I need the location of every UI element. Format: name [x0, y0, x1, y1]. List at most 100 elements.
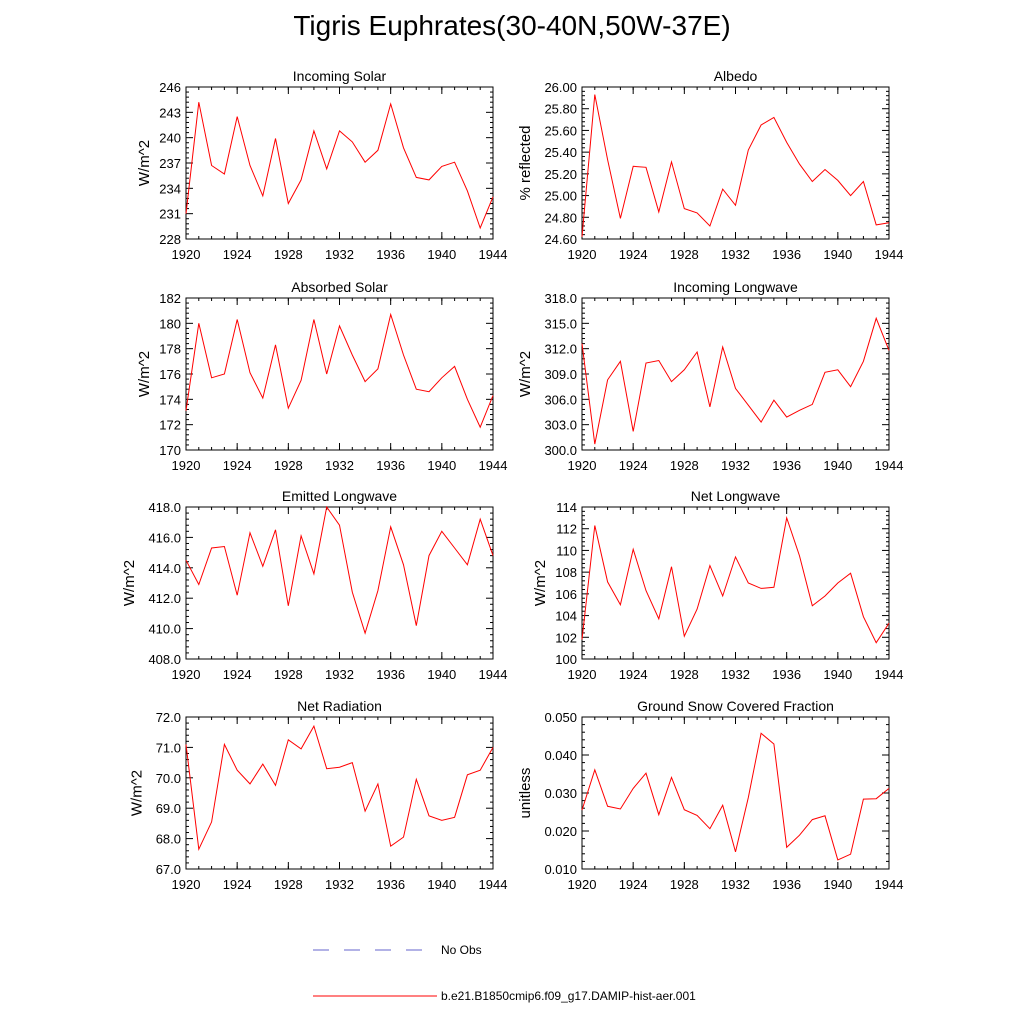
x-tick-label: 1944	[479, 458, 508, 473]
x-tick-label: 1932	[721, 458, 750, 473]
panel-title: Incoming Solar	[293, 68, 387, 84]
x-tick-label: 1920	[172, 877, 201, 892]
x-tick-label: 1928	[274, 247, 303, 262]
x-tick-label: 1940	[427, 667, 456, 682]
y-tick-label: 414.0	[148, 561, 181, 576]
y-tick-label: 180	[159, 316, 181, 331]
y-tick-label: 174	[159, 392, 181, 407]
chart-panel: Net Longwave 1920 1924 1928 1932 1936 1940 1944…	[532, 488, 904, 682]
series-line	[185, 102, 494, 230]
y-tick-label: 412.0	[148, 591, 181, 606]
x-tick-label: 1928	[274, 877, 303, 892]
chart-panel: Emitted Longwave 1920 1924 1928 1932 1936 1940…	[121, 488, 507, 682]
x-tick-label: 1920	[568, 877, 597, 892]
x-tick-label: 1932	[721, 877, 750, 892]
y-tick-label: 306.0	[544, 392, 577, 407]
x-tick-label: 1932	[325, 458, 354, 473]
y-tick-label: 0.050	[544, 710, 577, 725]
y-tick-label: 25.00	[544, 189, 577, 204]
y-axis-label: W/m^2	[532, 560, 549, 606]
chart-panel: Net Radiation 1920 1924 1928 1932 1936 1940 194…	[128, 698, 507, 892]
x-tick-label: 1932	[325, 247, 354, 262]
panel-title: Emitted Longwave	[282, 488, 397, 504]
y-tick-label: 25.20	[544, 167, 577, 182]
panel-title: Ground Snow Covered Fraction	[637, 698, 834, 714]
y-tick-label: 315.0	[544, 316, 577, 331]
x-tick-label: 1932	[325, 877, 354, 892]
y-tick-label: 69.0	[156, 801, 181, 816]
y-tick-label: 106	[555, 587, 577, 602]
plot-frame	[185, 86, 494, 240]
y-axis-label: W/m^2	[136, 351, 153, 397]
y-tick-label: 237	[159, 156, 181, 171]
x-tick-label: 1940	[823, 247, 852, 262]
plot-frame	[581, 716, 890, 870]
x-tick-label: 1924	[223, 458, 252, 473]
x-tick-label: 1920	[172, 667, 201, 682]
y-tick-label: 72.0	[156, 710, 181, 725]
x-tick-label: 1936	[772, 877, 801, 892]
y-axis-label: W/m^2	[128, 770, 145, 816]
x-tick-label: 1920	[568, 458, 597, 473]
plot-frame	[185, 716, 494, 870]
x-tick-label: 1928	[670, 877, 699, 892]
y-tick-label: 67.0	[156, 862, 181, 877]
figure-title: Tigris Euphrates(30-40N,50W-37E)	[293, 10, 731, 41]
y-tick-label: 70.0	[156, 771, 181, 786]
chart-panel: Albedo 1920 1924 1928 1932 1936 1940 1944 24.60 2…	[517, 68, 903, 262]
x-tick-label: 1936	[376, 667, 405, 682]
y-tick-label: 408.0	[148, 652, 181, 667]
y-tick-label: 243	[159, 105, 181, 120]
x-tick-label: 1924	[619, 458, 648, 473]
plot-frame	[581, 297, 890, 451]
y-axis-label: W/m^2	[136, 140, 153, 186]
chart-panel: Ground Snow Covered Fraction 1920 1924 1928…	[517, 698, 903, 892]
x-tick-label: 1924	[223, 877, 252, 892]
x-tick-label: 1932	[325, 667, 354, 682]
x-tick-label: 1944	[479, 667, 508, 682]
y-tick-label: 104	[555, 609, 577, 624]
y-tick-label: 312.0	[544, 342, 577, 357]
chart-panel: Absorbed Solar 1920 1924 1928 1932 1936 1940 19…	[136, 279, 508, 473]
plot-frame	[185, 506, 494, 660]
y-tick-label: 182	[159, 291, 181, 306]
x-tick-label: 1940	[427, 247, 456, 262]
y-tick-label: 71.0	[156, 740, 181, 755]
y-tick-label: 228	[159, 232, 181, 247]
plot-frame	[185, 297, 494, 451]
y-tick-label: 25.60	[544, 123, 577, 138]
series-line	[581, 732, 890, 861]
x-tick-label: 1940	[823, 877, 852, 892]
y-tick-label: 24.80	[544, 210, 577, 225]
panel-title: Albedo	[714, 68, 758, 84]
y-tick-label: 170	[159, 443, 181, 458]
y-tick-label: 0.010	[544, 862, 577, 877]
y-tick-label: 25.40	[544, 145, 577, 160]
y-tick-label: 318.0	[544, 291, 577, 306]
x-tick-label: 1936	[772, 458, 801, 473]
x-tick-label: 1920	[172, 458, 201, 473]
y-tick-label: 112	[556, 522, 577, 537]
x-tick-label: 1940	[427, 458, 456, 473]
x-tick-label: 1924	[223, 247, 252, 262]
x-tick-label: 1924	[223, 667, 252, 682]
x-tick-label: 1936	[772, 247, 801, 262]
series-line	[581, 316, 890, 445]
x-tick-label: 1944	[875, 667, 904, 682]
x-tick-label: 1924	[619, 877, 648, 892]
chart-panel: Incoming Longwave 1920 1924 1928 1932 1936 194…	[517, 279, 903, 473]
y-axis-label: % reflected	[517, 125, 534, 200]
x-tick-label: 1932	[721, 667, 750, 682]
y-tick-label: 178	[159, 342, 181, 357]
y-tick-label: 176	[159, 367, 181, 382]
y-tick-label: 303.0	[544, 418, 577, 433]
x-tick-label: 1944	[875, 877, 904, 892]
y-tick-label: 0.030	[544, 786, 577, 801]
series-line	[185, 505, 494, 635]
y-tick-label: 231	[159, 207, 181, 222]
x-tick-label: 1940	[823, 667, 852, 682]
x-tick-label: 1932	[721, 247, 750, 262]
legend: No Obs b.e21.B1850cmip6.f09_g17.DAMIP-hi…	[313, 943, 696, 1003]
y-tick-label: 110	[556, 543, 577, 558]
